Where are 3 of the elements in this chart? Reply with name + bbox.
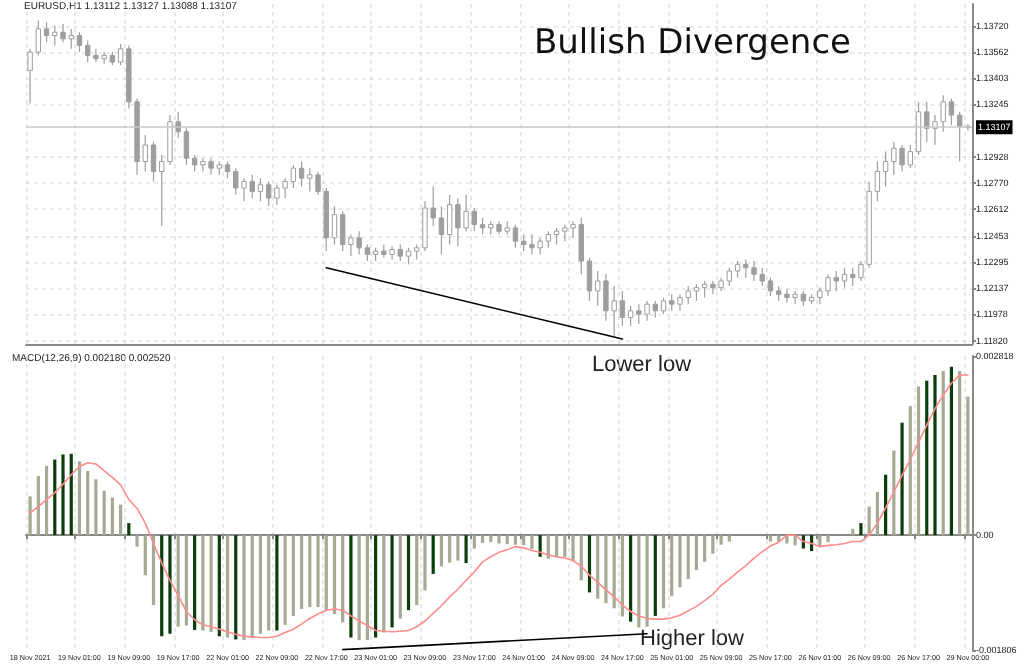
annotation: Lower low [592, 353, 692, 377]
text: Bullish Divergence [534, 23, 851, 63]
annotation: Higher low [640, 627, 745, 651]
